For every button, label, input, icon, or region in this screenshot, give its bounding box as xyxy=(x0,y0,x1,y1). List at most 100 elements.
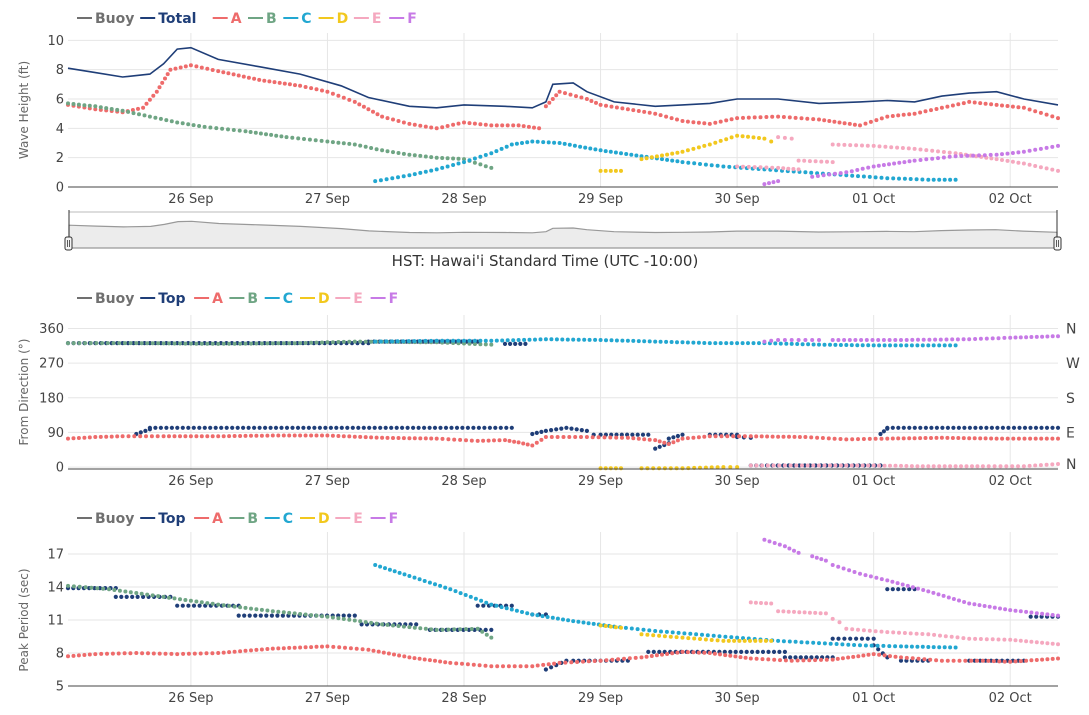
data-point-c xyxy=(462,160,466,165)
data-point-top xyxy=(523,341,528,346)
data-point-top xyxy=(530,431,535,437)
data-point-a xyxy=(396,436,401,440)
data-point-a xyxy=(696,650,701,655)
data-point-a xyxy=(236,73,241,78)
data-point-f xyxy=(1016,150,1021,155)
data-point-e xyxy=(1033,463,1038,468)
series-line-total xyxy=(67,46,1059,109)
data-point-a xyxy=(99,651,104,656)
data-point-e xyxy=(848,143,853,148)
data-point-top xyxy=(657,444,662,449)
legend-item-c[interactable]: C xyxy=(283,11,312,27)
wave-height-legend[interactable]: Buoy Total A B C D E F xyxy=(77,11,417,27)
data-point-b xyxy=(284,135,289,140)
legend-item-buoy[interactable]: Buoy xyxy=(77,11,134,27)
data-point-b xyxy=(71,102,76,106)
legend-item-c[interactable]: C xyxy=(264,291,293,307)
data-point-top xyxy=(657,649,662,655)
data-point-top xyxy=(1017,425,1022,430)
data-point-f xyxy=(769,338,774,343)
data-point-b xyxy=(270,609,275,614)
data-point-b xyxy=(352,339,357,344)
data-point-a xyxy=(151,651,156,656)
legend-item-a[interactable]: A xyxy=(212,11,242,27)
data-point-c xyxy=(516,338,521,342)
data-point-c xyxy=(593,337,598,342)
legend-item-e[interactable]: E xyxy=(335,291,363,307)
data-point-a xyxy=(696,120,701,125)
data-point-a xyxy=(348,646,353,651)
legend-item-f[interactable]: F xyxy=(370,291,399,307)
data-point-a xyxy=(521,441,526,446)
data-point-a xyxy=(799,116,804,121)
data-point-b xyxy=(66,341,70,346)
data-point-e xyxy=(1018,638,1023,643)
data-point-e xyxy=(904,464,909,468)
data-point-a xyxy=(929,108,933,113)
data-point-b xyxy=(265,341,270,346)
data-point-b xyxy=(298,612,303,616)
data-point-a xyxy=(811,117,816,122)
data-point-d xyxy=(763,638,768,643)
data-point-a xyxy=(543,104,548,109)
legend-item-buoy[interactable]: Buoy xyxy=(77,511,134,527)
data-point-a xyxy=(561,435,566,439)
navigator-right-handle[interactable] xyxy=(1053,236,1062,251)
legend-item-c[interactable]: C xyxy=(264,511,293,527)
data-point-b xyxy=(161,341,166,346)
data-point-c xyxy=(659,629,663,634)
legend-item-a[interactable]: A xyxy=(194,511,223,527)
data-point-c xyxy=(581,620,586,625)
navigator-left-handle[interactable] xyxy=(64,236,73,251)
data-point-a xyxy=(76,653,81,658)
data-point-b xyxy=(309,613,314,618)
data-point-e xyxy=(1024,639,1029,644)
legend-item-d[interactable]: D xyxy=(300,511,330,527)
data-point-e xyxy=(1002,637,1007,642)
data-point-c xyxy=(625,338,630,343)
legend-item-top[interactable]: Top xyxy=(140,511,186,527)
data-point-c xyxy=(660,157,664,162)
data-point-c xyxy=(434,167,439,172)
legend-item-f[interactable]: F xyxy=(370,511,399,527)
period-legend[interactable]: Buoy Top A B C D E F xyxy=(77,511,398,527)
data-point-f xyxy=(762,182,767,187)
legend-item-d[interactable]: D xyxy=(300,291,330,307)
data-point-e xyxy=(754,463,759,468)
compass-label: W xyxy=(1066,356,1080,372)
range-navigator[interactable] xyxy=(64,210,1062,251)
data-point-c xyxy=(873,175,878,180)
data-point-a xyxy=(934,658,939,663)
data-point-a xyxy=(1050,656,1055,661)
data-point-a xyxy=(1021,105,1026,110)
data-point-c xyxy=(953,645,958,650)
data-point-c xyxy=(407,574,412,578)
data-point-c xyxy=(530,612,535,617)
data-point-e xyxy=(994,157,999,162)
data-point-a xyxy=(178,65,183,70)
legend-item-top[interactable]: Top xyxy=(140,291,186,307)
legend-item-b[interactable]: B xyxy=(229,511,258,527)
data-point-f xyxy=(803,338,808,342)
legend-item-e[interactable]: E xyxy=(353,11,382,27)
data-point-a xyxy=(489,123,494,128)
data-point-b xyxy=(274,133,279,138)
data-point-b xyxy=(205,601,210,606)
legend-item-d[interactable]: D xyxy=(318,11,349,27)
direction-legend[interactable]: Buoy Top A B C D E F xyxy=(77,291,398,307)
y-tick-label: 8 xyxy=(56,63,64,78)
legend-item-b[interactable]: B xyxy=(248,11,277,27)
legend-item-a[interactable]: A xyxy=(194,291,223,307)
legend-item-total[interactable]: Total xyxy=(140,11,196,27)
data-point-c xyxy=(909,343,914,348)
data-point-a xyxy=(963,658,968,663)
data-point-b xyxy=(314,340,319,345)
legend-item-b[interactable]: B xyxy=(229,291,258,307)
data-point-c xyxy=(844,173,849,178)
legend-item-e[interactable]: E xyxy=(335,511,363,527)
data-point-c xyxy=(724,341,729,346)
data-point-top xyxy=(898,658,904,663)
legend-item-buoy[interactable]: Buoy xyxy=(77,291,134,307)
legend-item-f[interactable]: F xyxy=(389,11,417,27)
data-point-f xyxy=(926,589,931,594)
